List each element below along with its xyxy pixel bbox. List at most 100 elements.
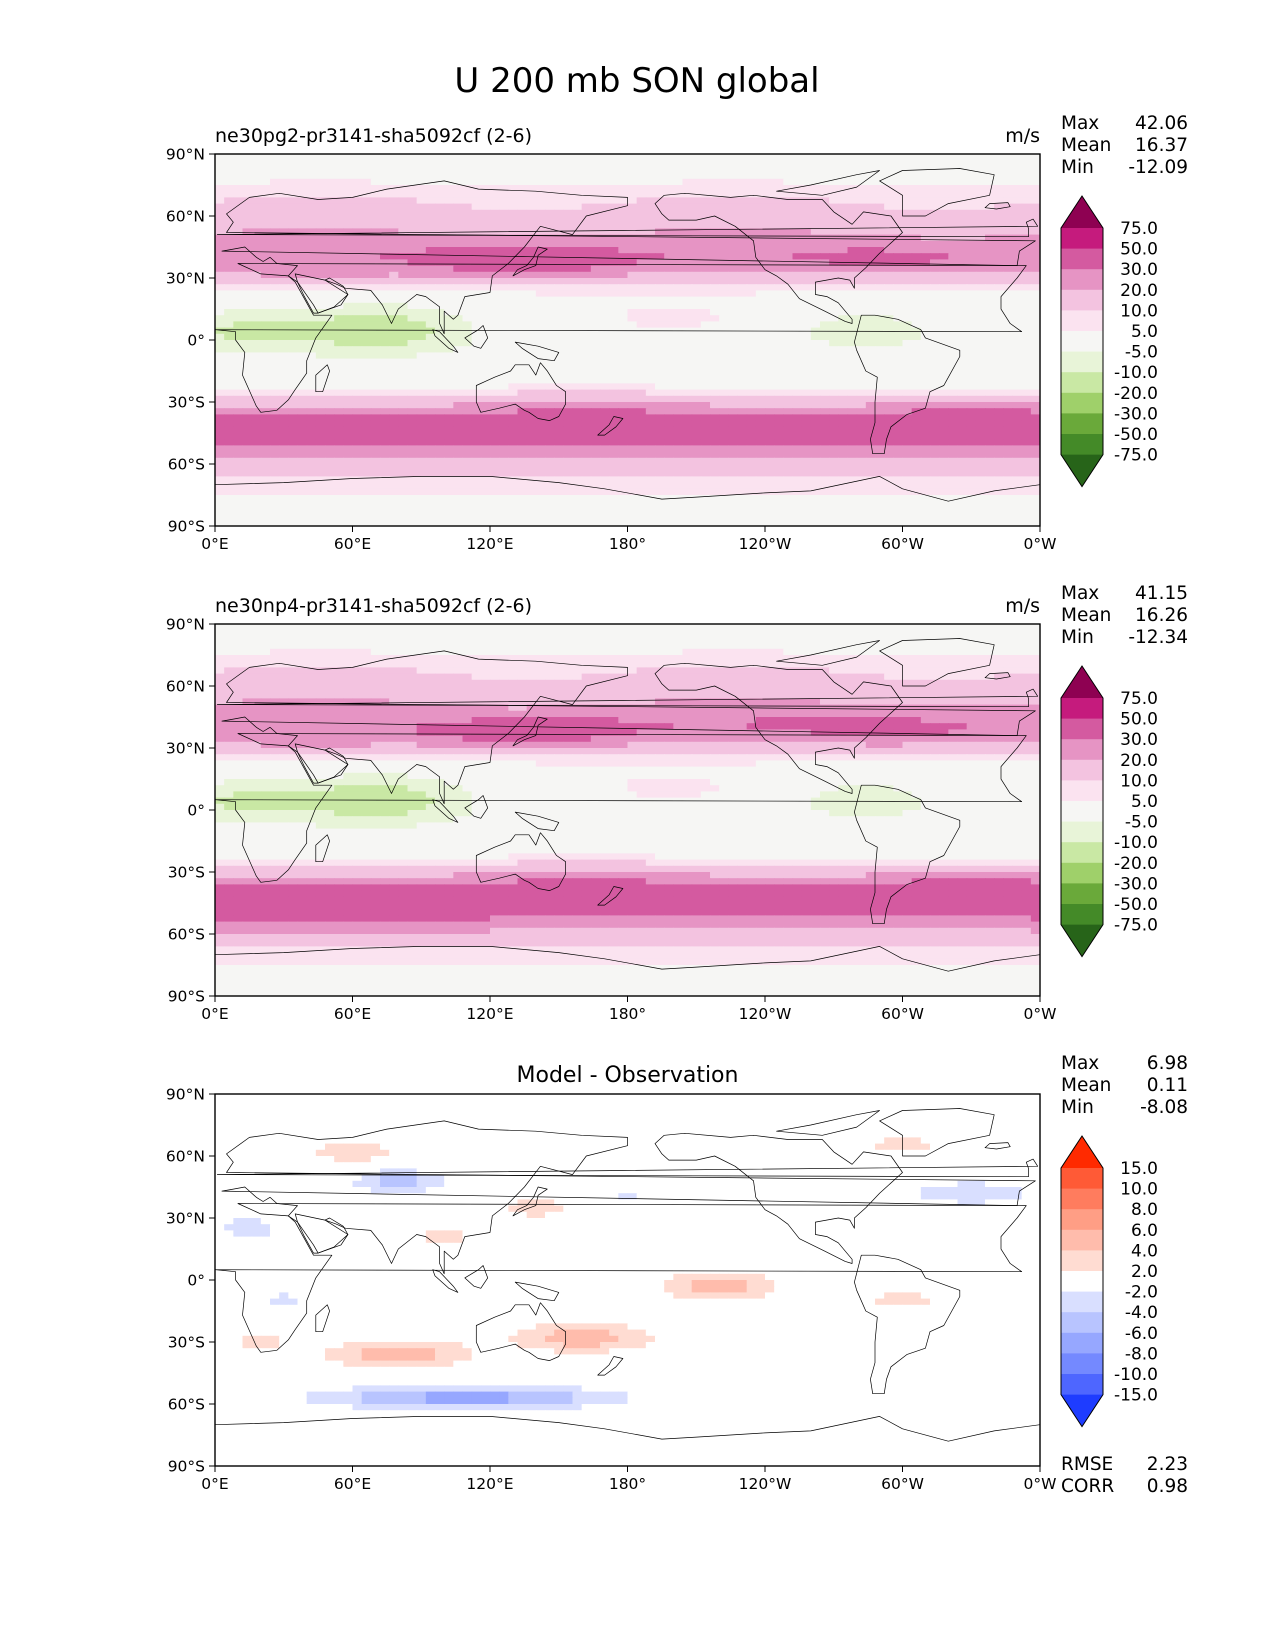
field-cell [618,482,629,490]
field-cell [1021,265,1032,273]
field-cell [398,414,409,422]
field-cell [746,346,757,353]
field-cell [691,457,702,465]
field-cell [215,203,225,211]
field-cell [755,265,766,273]
field-cell [572,358,583,366]
field-cell [361,296,372,304]
field-cell [911,315,922,322]
field-cell [499,178,509,186]
field-cell [673,476,684,484]
field-cell [297,358,308,366]
field-cell [389,377,399,384]
field-cell [554,222,564,229]
field-cell [636,439,647,446]
field-cell [682,278,693,285]
field-cell [765,240,775,248]
field-cell [829,433,839,440]
field-cell [526,439,537,446]
field-cell [911,395,922,403]
field-cell [829,197,839,205]
field-cell [700,203,711,211]
field-cell [838,160,849,167]
field-cell [260,178,271,186]
field-cell [700,439,711,446]
field-cell [810,154,821,161]
field-cell [1003,457,1014,465]
field-cell [251,197,262,205]
field-cell [361,420,372,428]
field-cell [755,383,766,391]
field-cell [774,228,784,236]
field-cell [407,228,418,236]
field-cell [691,259,702,267]
field-cell [893,253,904,260]
field-cell [215,197,225,205]
field-cell [462,395,473,403]
field-cell [480,278,491,285]
field-cell [801,228,812,236]
field-cell [847,364,858,372]
field-cell [902,172,913,180]
field-cell [911,364,922,372]
field-cell [334,439,344,446]
field-cell [719,259,729,267]
field-cell [215,389,225,397]
field-cell [975,346,986,353]
field-cell [957,234,968,242]
field-cell [315,234,326,242]
field-cell [719,321,729,329]
field-cell [765,402,775,409]
field-cell [975,389,986,397]
field-cell [334,495,344,502]
field-cell [719,352,729,360]
field-cell [728,265,739,273]
field-cell [590,265,601,273]
field-cell [774,253,784,260]
field-cell [215,408,225,415]
field-cell [398,247,409,254]
field-cell [673,203,684,211]
field-cell [856,340,867,347]
field-cell [1030,402,1040,409]
field-cell [224,408,234,415]
field-cell [462,389,473,397]
field-cell [691,445,702,453]
field-cell [435,265,445,273]
field-cell [517,352,528,360]
field-cell [966,278,977,285]
field-cell [1012,278,1023,285]
field-cell [425,383,436,391]
field-cell [1030,228,1040,236]
field-cell [994,414,1004,422]
field-cell [435,259,445,267]
field-cell [792,482,803,490]
field-cell [343,488,354,496]
field-cell [875,389,885,397]
field-cell [645,476,656,484]
field-cell [728,154,739,161]
field-cell [801,426,812,434]
field-cell [911,321,922,329]
field-cell [765,451,775,459]
field-cell [737,352,748,360]
field-cell [627,377,638,384]
field-cell [810,240,821,248]
field-cell [810,426,821,434]
field-cell [600,371,610,378]
field-cell [499,358,509,366]
field-cell [334,488,344,496]
field-cell [462,371,473,378]
field-cell [774,333,784,341]
field-cell [361,358,372,366]
field-cell [691,488,702,496]
field-cell [838,209,849,217]
field-cell [453,488,464,496]
field-cell [655,259,665,267]
field-cell [480,389,491,397]
field-cell [453,271,464,279]
field-cell [444,408,454,415]
field-cell [1012,203,1023,211]
field-cell [389,488,399,496]
field-cell [260,259,271,267]
